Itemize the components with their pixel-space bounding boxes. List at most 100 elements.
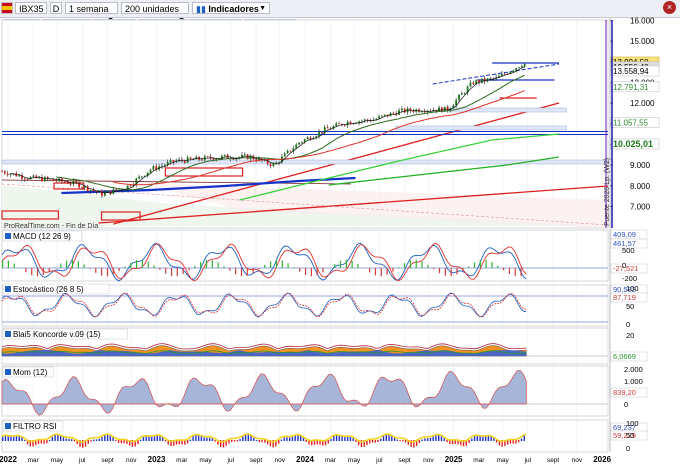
rsi-bar <box>479 436 481 441</box>
macd-value-label: 409,09 <box>613 230 636 239</box>
candle-body <box>289 150 292 152</box>
rsi-bar <box>399 440 401 442</box>
candle-body <box>412 110 415 112</box>
macd-histogram-bar <box>66 260 68 268</box>
x-tick-label: sept <box>101 457 113 464</box>
macd-histogram-bar <box>36 268 39 277</box>
rsi-bar <box>454 440 456 444</box>
rsi-bar <box>272 440 274 448</box>
candle-body <box>163 165 166 166</box>
candle-body <box>152 166 155 170</box>
macd-histogram-bar <box>351 260 353 268</box>
x-tick-label: may <box>199 457 212 464</box>
macd-histogram-bar <box>170 268 173 276</box>
rsi-bar <box>112 436 114 441</box>
chevron-down-icon: ▼ <box>259 5 266 12</box>
candle-body <box>181 159 183 161</box>
macd-histogram-bar <box>275 259 278 268</box>
y-tick-label: 16.000 <box>630 17 655 26</box>
rsi-bar <box>319 440 321 445</box>
rsi-bar <box>393 437 396 441</box>
macd-y-tick: 500 <box>622 246 635 255</box>
panel-icon <box>5 331 11 337</box>
rsi-bar <box>173 440 175 446</box>
rsi-bar <box>84 440 87 447</box>
macd-histogram-bar <box>520 268 522 276</box>
support-band <box>395 125 567 131</box>
rsi-bar <box>128 440 131 446</box>
candle-body <box>298 142 300 145</box>
candle-body <box>343 125 346 127</box>
rsi-bar <box>380 438 382 441</box>
indicators-button[interactable]: ▮▮ Indicadores ▼ <box>192 2 270 14</box>
y-tick-label: 12.000 <box>630 99 655 108</box>
instrument-selector[interactable]: IBX35 <box>15 2 47 14</box>
x-tick-label: nov <box>275 457 286 464</box>
macd-histogram-bar <box>176 268 178 277</box>
ibex-flag-icon[interactable] <box>1 2 13 14</box>
price-label-box <box>610 138 660 150</box>
rsi-bar <box>385 433 387 441</box>
macd-histogram-bar <box>334 263 336 268</box>
rsi-bar <box>280 439 283 441</box>
rsi-bar <box>424 438 426 441</box>
sma4-line <box>10 65 525 194</box>
rsi-bar <box>302 437 305 441</box>
candle-body <box>166 162 169 166</box>
candle-body <box>26 179 29 180</box>
rsi-bar <box>170 440 172 447</box>
rsi-bar <box>117 440 120 443</box>
resistance-dashed <box>432 63 560 85</box>
candle-body <box>78 182 81 188</box>
instrument-type-button[interactable]: D <box>50 2 62 14</box>
sma40-line <box>113 90 525 186</box>
rsi-bar <box>283 437 285 441</box>
candle-body <box>500 73 503 76</box>
rsi-bar <box>40 440 43 444</box>
candle-body <box>169 160 172 163</box>
macd-histogram-bar <box>339 260 342 268</box>
candle-body <box>463 93 466 94</box>
rsi-bar <box>7 435 9 441</box>
rsi-bar <box>333 435 335 441</box>
macd-histogram-bar <box>485 259 487 268</box>
candle-body <box>3 171 6 174</box>
rsi-bar <box>449 440 451 445</box>
rsi-bar <box>275 440 277 447</box>
macd-histogram-bar <box>147 261 149 268</box>
close-icon[interactable]: × <box>663 1 676 14</box>
rsi-bar <box>465 440 467 446</box>
rsi-bar <box>29 440 31 447</box>
rsi-bar <box>164 440 167 442</box>
rsi-bar <box>82 440 84 448</box>
macd-histogram-bar <box>281 260 283 268</box>
rsi-y-tick: 100 <box>626 419 639 428</box>
macd-histogram-bar <box>246 268 248 276</box>
rsi-bar <box>515 440 517 444</box>
value-label-box <box>610 238 648 249</box>
rsi-bar <box>291 436 294 441</box>
candle-body <box>129 185 132 187</box>
rsi-bar <box>4 435 7 441</box>
mom-area <box>1 369 527 416</box>
rsi-bar <box>451 440 454 445</box>
rsi-bar <box>148 436 150 441</box>
rsi-bar <box>220 440 222 448</box>
rsi-bar <box>415 440 418 446</box>
candle-body <box>372 119 375 122</box>
toolbar: IBX35 D 1 semana ▼ 200 unidades ▼ ▮▮ Ind… <box>0 0 680 24</box>
rsi-bar <box>518 440 520 443</box>
candle-body <box>438 107 440 112</box>
macd-histogram-bar <box>182 268 184 274</box>
rsi-bar <box>239 439 241 441</box>
candle-body <box>29 176 32 180</box>
stoch-d-line <box>1 292 527 318</box>
rsi-bar <box>269 440 272 447</box>
macd-histogram-bar <box>48 268 50 272</box>
period-label: 1 semana <box>69 4 109 14</box>
candle-body <box>306 137 309 140</box>
macd-histogram-bar <box>60 263 62 268</box>
koncorde-red-line <box>1 343 527 350</box>
rsi-bar <box>316 440 318 445</box>
macd-histogram-bar <box>468 266 470 268</box>
